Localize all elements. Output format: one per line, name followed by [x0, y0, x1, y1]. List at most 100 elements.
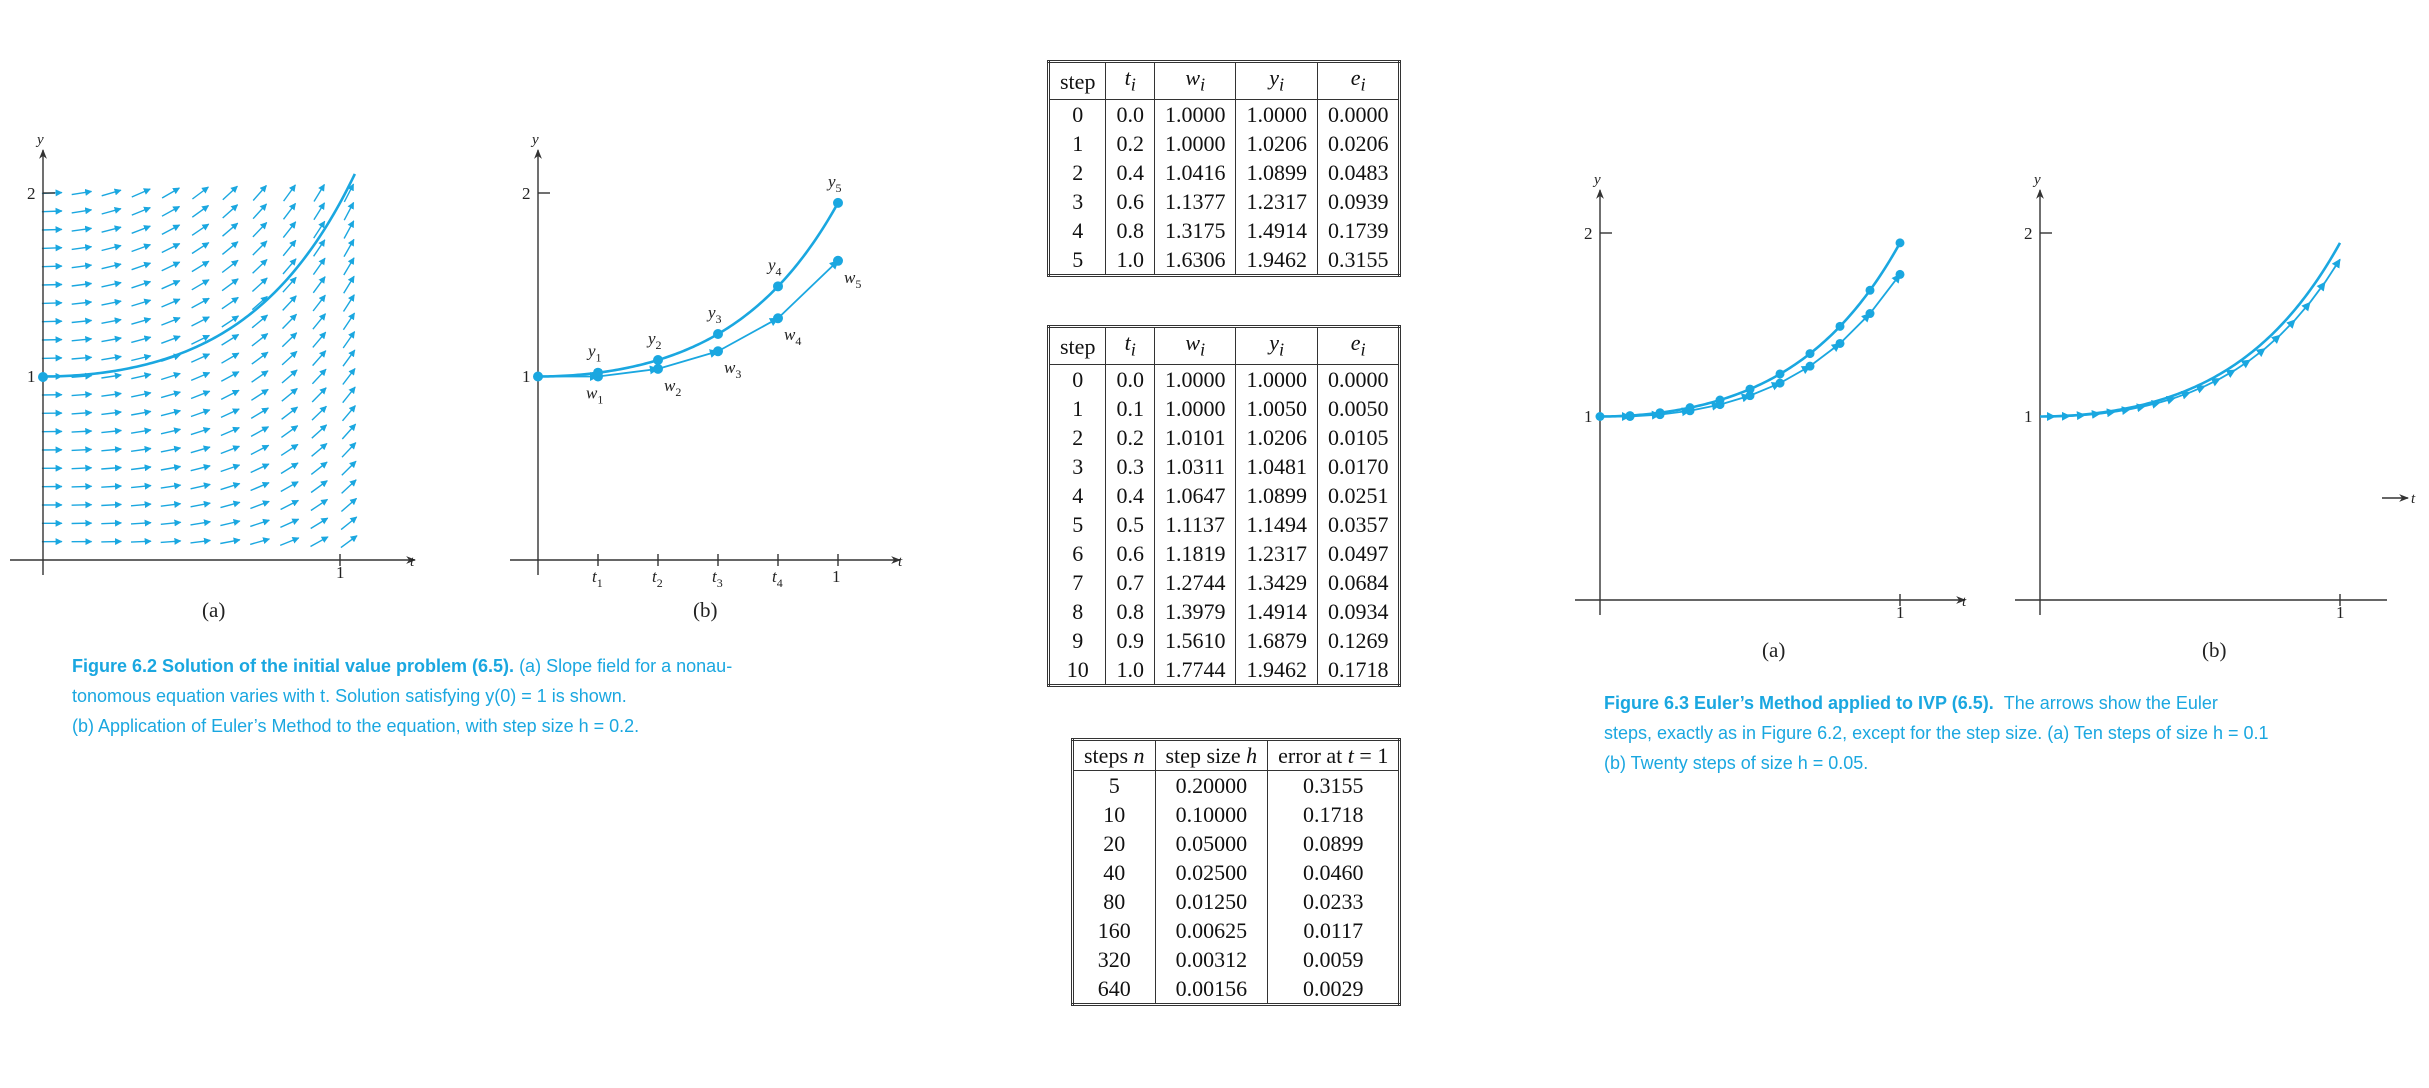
- euler-step-arrow: [2084, 409, 2101, 419]
- slope-arrow: [71, 207, 93, 215]
- euler-step-arrow: [2234, 359, 2251, 371]
- table-cell: 0.0684: [1316, 568, 1400, 598]
- x-tick-label-1: 1: [1896, 603, 1905, 622]
- table-cell: 0.00312: [1154, 945, 1268, 974]
- slope-arrow: [161, 280, 181, 290]
- slope-arrow: [191, 334, 211, 345]
- table-row: 8 0.8 1.3979 1.4914 0.0934: [1049, 597, 1400, 627]
- table-cell: 0.1: [1105, 394, 1155, 424]
- table-cell: 0.3: [1105, 452, 1155, 482]
- slope-arrow: [251, 295, 268, 311]
- slope-arrow: [220, 408, 240, 419]
- slope-arrow: [251, 314, 269, 329]
- slope-arrow: [130, 427, 152, 435]
- point-label-y: y1: [586, 342, 602, 365]
- table-cell: 1.0: [1105, 245, 1155, 276]
- col-header-step: step: [1048, 61, 1106, 101]
- slope-arrow: [313, 202, 326, 221]
- table-row: 2 0.4 1.0416 1.0899 0.0483: [1049, 158, 1400, 188]
- slope-arrow: [282, 202, 297, 220]
- slope-arrow: [101, 225, 122, 233]
- slope-arrow: [220, 426, 240, 437]
- slope-arrow: [131, 261, 152, 271]
- slope-arrow: [160, 408, 182, 417]
- table-cell: 0.0206: [1316, 129, 1400, 159]
- table-cell: 1.1494: [1235, 510, 1318, 540]
- slope-arrow: [250, 444, 270, 456]
- slope-arrow: [250, 537, 271, 546]
- figure-6-3b-twenty-steps: 1 1 2 y (b): [2015, 172, 2387, 662]
- slope-arrow: [71, 391, 93, 399]
- euler-steps: [533, 197, 843, 382]
- slope-arrow: [101, 188, 122, 197]
- slope-arrow: [161, 316, 181, 326]
- caption-title: Figure 6.2 Solution of the initial value…: [72, 656, 515, 676]
- table-cell: 0.2: [1105, 423, 1155, 453]
- slope-arrow: [310, 536, 329, 548]
- table-cell: 0.1739: [1316, 216, 1400, 246]
- table-cell: 1: [1072, 131, 1084, 157]
- slope-arrow: [313, 239, 326, 257]
- slope-arrow: [71, 372, 93, 380]
- slope-arrow: [191, 260, 210, 273]
- table-row: 6 0.6 1.1819 1.2317 0.0497: [1049, 539, 1400, 569]
- slope-arrow: [340, 497, 358, 513]
- slope-arrow: [101, 280, 122, 288]
- slope-arrow: [101, 427, 122, 435]
- slope-arrow: [220, 482, 241, 491]
- slope-arrow: [343, 257, 355, 276]
- slope-arrow: [252, 258, 268, 274]
- table-cell: 0.0233: [1267, 887, 1400, 916]
- table-cell: 1.1137: [1153, 510, 1236, 540]
- slope-arrow: [71, 244, 93, 252]
- slope-arrow: [280, 425, 299, 438]
- euler-point-w: [713, 346, 723, 357]
- euler-step-arrow: [2309, 281, 2326, 303]
- slope-arrow: [342, 312, 356, 331]
- table-cell: 4: [1072, 218, 1084, 244]
- slope-arrow: [252, 184, 267, 201]
- table-cell: 0.4: [1105, 481, 1155, 511]
- slope-arrow: [161, 242, 181, 254]
- slope-arrow: [101, 262, 122, 270]
- slope-arrow: [131, 372, 152, 380]
- euler-step-arrow: [2114, 406, 2131, 416]
- slope-arrow: [71, 225, 93, 233]
- table-cell: 0: [1072, 102, 1084, 128]
- exact-point-y: [1745, 384, 1755, 394]
- slope-arrow: [310, 461, 328, 475]
- euler-point-w: [773, 313, 783, 324]
- exact-point-y: [773, 281, 783, 292]
- table-cell: 0: [1072, 367, 1084, 393]
- slope-arrow: [131, 188, 151, 198]
- exact-point-y: [1625, 411, 1635, 421]
- slope-arrow: [71, 188, 93, 196]
- slope-arrow: [251, 277, 268, 293]
- table-row: 640 0.00156 0.0029: [1073, 974, 1400, 1005]
- y-tick-label-1: 1: [27, 367, 36, 386]
- euler-step-arrow: [2249, 347, 2266, 361]
- y-axis-label: y: [530, 132, 539, 148]
- slope-arrow: [160, 372, 181, 381]
- point-label-w: w5: [844, 268, 861, 291]
- slope-arrow: [221, 333, 240, 346]
- table-cell: 5: [1108, 773, 1120, 798]
- slope-arrow: [190, 371, 211, 382]
- slope-arrow: [41, 262, 63, 270]
- slope-arrow: [221, 352, 240, 364]
- exact-point-y: [1805, 349, 1815, 359]
- slope-arrow: [221, 278, 239, 292]
- table-row: 160 0.00625 0.0117: [1073, 916, 1400, 945]
- slope-arrow: [312, 331, 327, 348]
- table-cell: 0.0059: [1267, 945, 1400, 974]
- slope-arrow: [281, 350, 298, 366]
- slope-arrow: [71, 299, 93, 307]
- col-header-yi: yi: [1235, 61, 1318, 101]
- slope-arrow: [252, 203, 268, 220]
- slope-field-arrows: [41, 183, 358, 549]
- slope-arrow: [71, 335, 93, 343]
- slope-arrow: [71, 427, 93, 435]
- exact-point-y: [1895, 238, 1905, 248]
- euler-step-arrow: [657, 349, 719, 370]
- slope-arrow: [221, 315, 240, 328]
